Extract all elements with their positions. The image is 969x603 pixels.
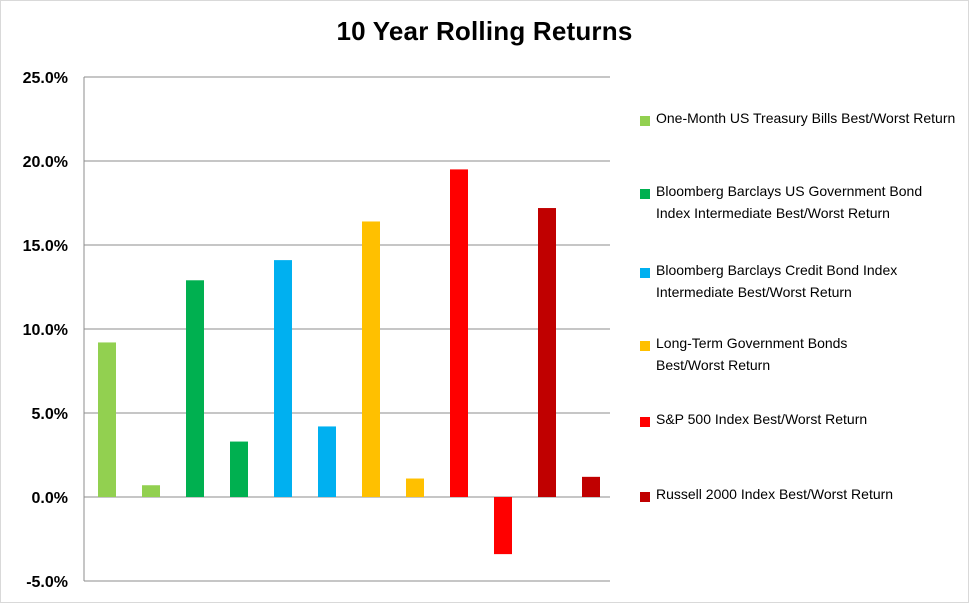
- legend-item-long-term-gov: Long-Term Government Bonds Best/Worst Re…: [640, 335, 960, 376]
- y-tick-label: 25.0%: [23, 70, 68, 87]
- bar-series-1-worst: [230, 441, 248, 497]
- bar-series-4-best: [450, 169, 468, 497]
- legend-label-tbills: One-Month US Treasury Bills Best/Worst R…: [656, 110, 956, 126]
- bar-series-3-best: [362, 221, 380, 498]
- legend-item-sp500: S&P 500 Index Best/Worst Return: [640, 411, 960, 430]
- y-tick-label: 10.0%: [23, 322, 68, 339]
- bar-series-0-worst: [142, 485, 160, 497]
- y-tick-label: 0.0%: [32, 490, 68, 507]
- legend-swatch-gov-intermediate: [640, 189, 650, 199]
- bar-series-0-best: [98, 342, 116, 497]
- legend-label-russell2000: Russell 2000 Index Best/Worst Return: [656, 486, 894, 502]
- bar-series-2-best: [274, 260, 292, 497]
- y-tick-label: 5.0%: [32, 406, 68, 423]
- legend-swatch-russell2000: [640, 492, 650, 502]
- bar-series-5-worst: [582, 476, 600, 497]
- legend-label-long-term-gov: Long-Term Government Bonds Best/Worst Re…: [656, 335, 848, 373]
- legend-label-credit-intermediate: Bloomberg Barclays Credit Bond Index Int…: [656, 262, 898, 300]
- y-tick-label: 15.0%: [23, 238, 68, 255]
- bar-series-5-best: [538, 208, 556, 498]
- bar-series-3-worst: [406, 478, 424, 497]
- y-tick-label: 20.0%: [23, 154, 68, 171]
- legend-label-sp500: S&P 500 Index Best/Worst Return: [656, 411, 868, 427]
- legend-swatch-sp500: [640, 417, 650, 427]
- legend-swatch-credit-intermediate: [640, 268, 650, 278]
- legend-swatch-tbills: [640, 116, 650, 126]
- legend-item-tbills: One-Month US Treasury Bills Best/Worst R…: [640, 110, 960, 129]
- legend-label-gov-intermediate: Bloomberg Barclays US Government Bond In…: [656, 183, 923, 221]
- bar-series-1-best: [186, 280, 204, 497]
- legend-item-gov-intermediate: Bloomberg Barclays US Government Bond In…: [640, 183, 960, 224]
- bar-series-2-worst: [318, 426, 336, 497]
- y-tick-label: -5.0%: [26, 574, 68, 591]
- bar-series-4-worst: [494, 497, 512, 555]
- legend-item-russell2000: Russell 2000 Index Best/Worst Return: [640, 486, 960, 505]
- chart-title: 10 Year Rolling Returns: [336, 16, 633, 46]
- legend-item-credit-intermediate: Bloomberg Barclays Credit Bond Index Int…: [640, 262, 960, 303]
- legend-swatch-long-term-gov: [640, 341, 650, 351]
